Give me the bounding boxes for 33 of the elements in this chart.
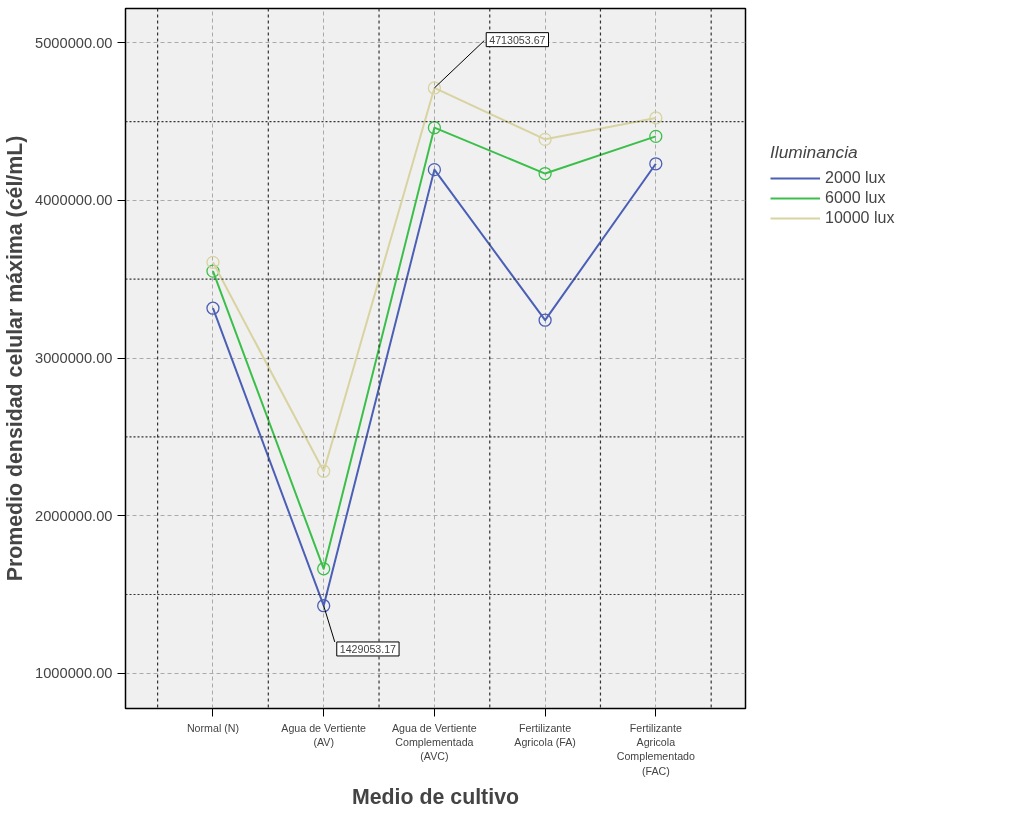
legend-label: 6000 lux: [825, 189, 886, 207]
point: [206, 264, 220, 278]
point: [649, 129, 663, 143]
point: [538, 132, 552, 146]
x-tick-label: Normal (N): [186, 721, 240, 734]
x-tick-label: Agua de Vertiente (AV): [281, 721, 367, 748]
y-tick-label: 5000000.00: [35, 34, 113, 51]
point: [649, 111, 663, 125]
point: [317, 599, 331, 613]
y-axis-title: Promedio densidad celular máxima (cél/mL): [3, 135, 28, 582]
point: [206, 255, 220, 269]
x-tick-label: Fertilizante Agricola Complementado (FAC): [616, 721, 695, 777]
legend-label: 10000 lux: [825, 209, 895, 227]
annotation: 1429053.17: [339, 642, 397, 655]
point: [538, 313, 552, 327]
x-tick-label: Fertilizante Agricola (FA): [514, 721, 576, 748]
y-tick-label: 2000000.00: [35, 507, 113, 524]
y-tick-label: 3000000.00: [35, 350, 113, 367]
x-axis-title: Medio de cultivo: [351, 784, 520, 809]
point: [317, 562, 331, 576]
point: [538, 166, 552, 181]
point: [427, 162, 442, 177]
point: [206, 301, 220, 315]
point: [427, 81, 442, 95]
annotation: 4713053.67: [489, 33, 546, 46]
y-tick-label: 4000000.00: [35, 192, 113, 209]
legend-label: 2000 lux: [825, 169, 886, 187]
point: [427, 121, 442, 135]
legend-title: Iluminancia: [770, 142, 859, 163]
x-tick-label: Agua de Vertiente Complementada (AVC): [392, 721, 477, 763]
point: [649, 157, 663, 171]
y-tick-label: 1000000.00: [35, 665, 113, 682]
point: [317, 464, 331, 478]
